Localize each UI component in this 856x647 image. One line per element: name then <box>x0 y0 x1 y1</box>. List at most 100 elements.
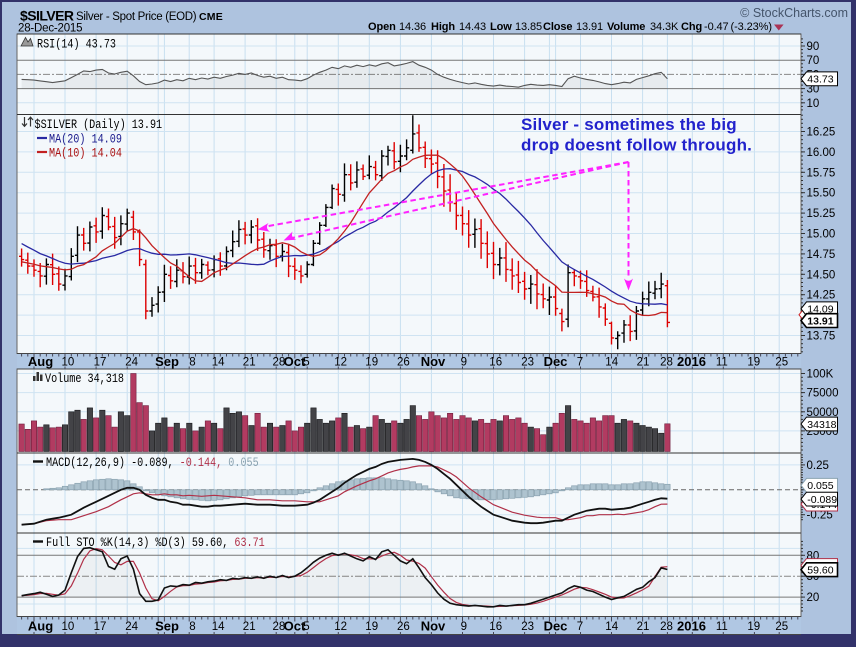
svg-text:30: 30 <box>807 84 820 96</box>
svg-text:24: 24 <box>125 357 138 369</box>
svg-text:16.25: 16.25 <box>807 127 836 139</box>
svg-text:Silver - sometimes the big: Silver - sometimes the big <box>521 115 737 134</box>
svg-text:Open: Open <box>368 21 396 33</box>
svg-text:7: 7 <box>577 357 583 369</box>
svg-text:16: 16 <box>489 621 502 633</box>
svg-text:28-Dec-2015: 28-Dec-2015 <box>18 23 82 35</box>
svg-text:Dec: Dec <box>544 354 568 369</box>
svg-text:26: 26 <box>397 357 410 369</box>
svg-text:0.055: 0.055 <box>807 480 833 492</box>
svg-text:Dec: Dec <box>544 619 568 634</box>
svg-text:Oct: Oct <box>284 354 306 369</box>
svg-text:13.91: 13.91 <box>576 21 603 33</box>
svg-text:43.73: 43.73 <box>807 74 833 86</box>
svg-text:50000: 50000 <box>807 407 839 419</box>
svg-text:Sep: Sep <box>155 619 179 634</box>
svg-text:15.00: 15.00 <box>807 229 836 241</box>
svg-text:Sep: Sep <box>155 354 179 369</box>
svg-text:90: 90 <box>807 41 820 53</box>
svg-text:23: 23 <box>521 357 534 369</box>
svg-text:16.00: 16.00 <box>807 147 836 159</box>
svg-text:-0.089: -0.089 <box>807 494 837 506</box>
svg-text:RSI(14) 43.73: RSI(14) 43.73 <box>37 37 116 51</box>
svg-text:14.09: 14.09 <box>807 304 833 316</box>
svg-text:drop doesnt follow through.: drop doesnt follow through. <box>521 136 752 155</box>
svg-text:14.25: 14.25 <box>807 290 836 302</box>
svg-text:19: 19 <box>747 357 760 369</box>
svg-text:MACD(12,26,9) -0.089, -0.144,: MACD(12,26,9) -0.089, -0.144, 0.055 <box>46 456 259 470</box>
svg-text:15.75: 15.75 <box>807 167 836 179</box>
svg-text:2016: 2016 <box>677 354 706 369</box>
svg-text:70: 70 <box>807 55 820 67</box>
svg-text:(-3.23%): (-3.23%) <box>731 21 772 33</box>
svg-text:19: 19 <box>747 621 760 633</box>
svg-text:14.50: 14.50 <box>807 269 836 281</box>
svg-text:25: 25 <box>775 621 788 633</box>
svg-text:14.43: 14.43 <box>459 21 486 33</box>
svg-text:9: 9 <box>461 621 467 633</box>
svg-text:Volume 34,318: Volume 34,318 <box>45 372 124 386</box>
svg-text:14: 14 <box>605 357 618 369</box>
svg-text:28: 28 <box>273 357 286 369</box>
svg-text:12: 12 <box>334 621 347 633</box>
svg-text:Full STO %K(14,3) %D(3) 59.60,: Full STO %K(14,3) %D(3) 59.60, 63.71 <box>46 536 265 550</box>
svg-text:Aug: Aug <box>28 619 53 634</box>
svg-text:Close: Close <box>543 21 572 33</box>
svg-text:7: 7 <box>577 621 583 633</box>
svg-text:0.25: 0.25 <box>807 460 829 472</box>
svg-text:12: 12 <box>334 357 347 369</box>
svg-text:2016: 2016 <box>677 619 706 634</box>
svg-text:34.3K: 34.3K <box>650 21 679 33</box>
svg-text:Nov: Nov <box>421 354 446 369</box>
svg-text:5: 5 <box>303 621 309 633</box>
svg-text:High: High <box>431 21 455 33</box>
svg-text:34318: 34318 <box>807 419 836 431</box>
svg-text:100K: 100K <box>807 369 834 381</box>
svg-text:17: 17 <box>94 621 107 633</box>
svg-text:Nov: Nov <box>421 619 446 634</box>
svg-text:MA(10) 14.04: MA(10) 14.04 <box>49 146 122 160</box>
svg-text:19: 19 <box>365 621 378 633</box>
svg-text:14: 14 <box>212 621 225 633</box>
svg-text:59.60: 59.60 <box>807 565 833 577</box>
svg-text:-0.25: -0.25 <box>807 510 833 522</box>
svg-text:10: 10 <box>62 357 75 369</box>
svg-text:10: 10 <box>62 621 75 633</box>
svg-text:Volume: Volume <box>607 21 645 33</box>
svg-text:CME: CME <box>199 11 223 23</box>
svg-text:Chg: Chg <box>681 21 702 33</box>
svg-text:21: 21 <box>243 621 256 633</box>
svg-text:13.75: 13.75 <box>807 331 836 343</box>
svg-text:75000: 75000 <box>807 388 839 400</box>
svg-text:Aug: Aug <box>28 354 53 369</box>
svg-text:14: 14 <box>212 357 225 369</box>
svg-text:16: 16 <box>489 357 502 369</box>
svg-text:26: 26 <box>397 621 410 633</box>
svg-text:14: 14 <box>605 621 618 633</box>
svg-text:© StockCharts.com: © StockCharts.com <box>740 6 848 20</box>
svg-text:28: 28 <box>273 621 286 633</box>
svg-text:23: 23 <box>521 621 534 633</box>
svg-text:Oct: Oct <box>284 619 306 634</box>
svg-text:11: 11 <box>716 621 728 633</box>
svg-text:17: 17 <box>94 357 107 369</box>
svg-text:15.25: 15.25 <box>807 208 836 220</box>
svg-text:9: 9 <box>461 357 467 369</box>
svg-text:15.50: 15.50 <box>807 188 836 200</box>
svg-text:$SILVER (Daily) 13.91: $SILVER (Daily) 13.91 <box>35 118 163 132</box>
svg-text:28: 28 <box>660 621 673 633</box>
svg-text:28: 28 <box>660 357 673 369</box>
svg-text:-0.47: -0.47 <box>704 21 729 33</box>
svg-text:8: 8 <box>189 357 195 369</box>
svg-text:14.36: 14.36 <box>399 21 426 33</box>
svg-text:8: 8 <box>189 621 195 633</box>
svg-text:25: 25 <box>775 357 788 369</box>
svg-text:Low: Low <box>490 21 512 33</box>
svg-text:19: 19 <box>365 357 378 369</box>
svg-text:24: 24 <box>125 621 138 633</box>
svg-text:$SILVER: $SILVER <box>20 8 74 24</box>
svg-text:10: 10 <box>807 98 820 110</box>
svg-text:20: 20 <box>807 592 820 604</box>
svg-text:11: 11 <box>716 357 728 369</box>
svg-text:21: 21 <box>637 621 650 633</box>
